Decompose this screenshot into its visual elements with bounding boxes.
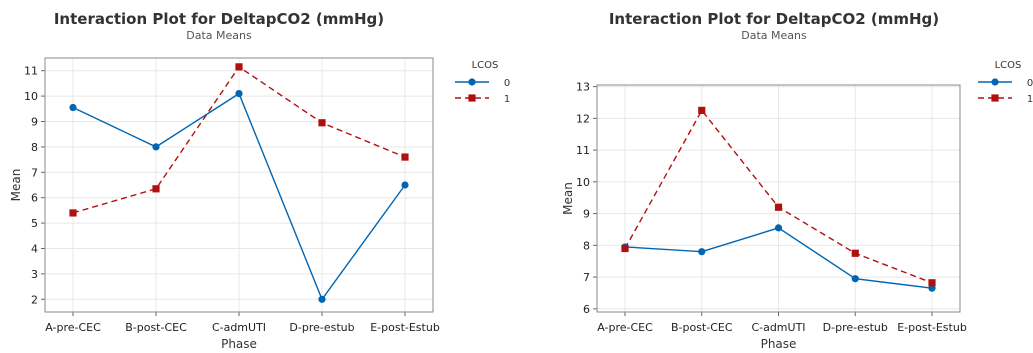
y-tick-label: 4 (31, 243, 38, 256)
y-tick-label: 6 (583, 303, 590, 316)
x-tick-label: B-post-CEC (125, 321, 187, 334)
chart-title: Interaction Plot for DeltapCO2 (mmHg) (609, 10, 939, 28)
x-axis-label: Phase (761, 337, 797, 351)
chart-title: Interaction Plot for DeltapCO2 (mmHg) (54, 10, 384, 28)
data-point-series-0 (235, 89, 243, 98)
y-axis-label: Mean (9, 169, 23, 202)
data-point-series-1 (235, 63, 243, 71)
legend-label-1: 1 (1027, 94, 1033, 105)
x-tick-label: E-post-Estub (370, 321, 440, 334)
x-tick-label: B-post-CEC (671, 321, 733, 334)
legend-marker-1 (991, 94, 999, 102)
data-point-series-1 (774, 203, 783, 211)
x-tick-label: C-admUTI (751, 321, 805, 334)
x-tick-label: E-post-Estub (897, 321, 967, 334)
data-point-series-0 (774, 224, 783, 232)
data-point-series-1 (69, 209, 77, 217)
plot-border (44, 57, 434, 313)
x-tick-label: D-pre-estub (823, 321, 888, 334)
y-tick-label: 11 (576, 144, 590, 157)
x-tick-label: A-pre-CEC (597, 321, 653, 334)
legend-marker-0 (468, 78, 476, 86)
y-tick-label: 8 (31, 141, 38, 154)
legend-label-0: 0 (504, 78, 510, 89)
legend-title: LCOS (995, 60, 1022, 71)
data-point-series-1 (152, 185, 160, 193)
legend-marker-0 (991, 78, 999, 86)
data-point-series-1 (698, 106, 706, 114)
data-point-series-0 (318, 295, 326, 303)
data-point-series-1 (621, 244, 629, 253)
y-tick-label: 9 (31, 116, 38, 129)
y-tick-label: 6 (31, 192, 38, 205)
x-axis-label: Phase (221, 337, 257, 351)
data-point-series-0 (698, 248, 706, 256)
y-tick-label: 8 (583, 239, 590, 252)
chart-subtitle: Data Means (741, 29, 807, 42)
chart-2: Interaction Plot for DeltapCO2 (mmHg)Dat… (561, 10, 1033, 351)
legend-title: LCOS (472, 60, 499, 71)
y-tick-label: 7 (583, 271, 590, 284)
chart-subtitle: Data Means (186, 29, 252, 42)
y-tick-label: 11 (24, 65, 38, 78)
x-tick-label: C-admUTI (212, 321, 266, 334)
chart-1: Interaction Plot for DeltapCO2 (mmHg)Dat… (9, 10, 510, 351)
y-tick-label: 10 (576, 176, 590, 189)
data-point-series-0 (401, 181, 409, 189)
data-point-series-1 (318, 119, 326, 127)
legend-marker-1 (468, 94, 476, 102)
data-point-series-1 (928, 279, 936, 287)
y-axis-label: Mean (561, 182, 575, 215)
y-tick-label: 2 (31, 293, 38, 306)
y-tick-label: 7 (31, 166, 38, 179)
plot-border (596, 84, 961, 313)
data-point-series-0 (69, 103, 77, 112)
y-tick-label: 12 (576, 112, 590, 125)
y-tick-label: 9 (583, 208, 590, 221)
y-tick-label: 5 (31, 217, 38, 230)
data-point-series-0 (152, 143, 160, 151)
y-tick-label: 3 (31, 268, 38, 281)
data-point-series-0 (851, 275, 859, 283)
legend-label-1: 1 (504, 94, 510, 105)
x-tick-label: A-pre-CEC (45, 321, 101, 334)
y-tick-label: 10 (24, 90, 38, 103)
data-point-series-1 (851, 249, 859, 257)
y-tick-label: 13 (576, 81, 590, 94)
data-point-series-1 (401, 153, 409, 161)
x-tick-label: D-pre-estub (289, 321, 354, 334)
legend-label-0: 0 (1027, 78, 1033, 89)
